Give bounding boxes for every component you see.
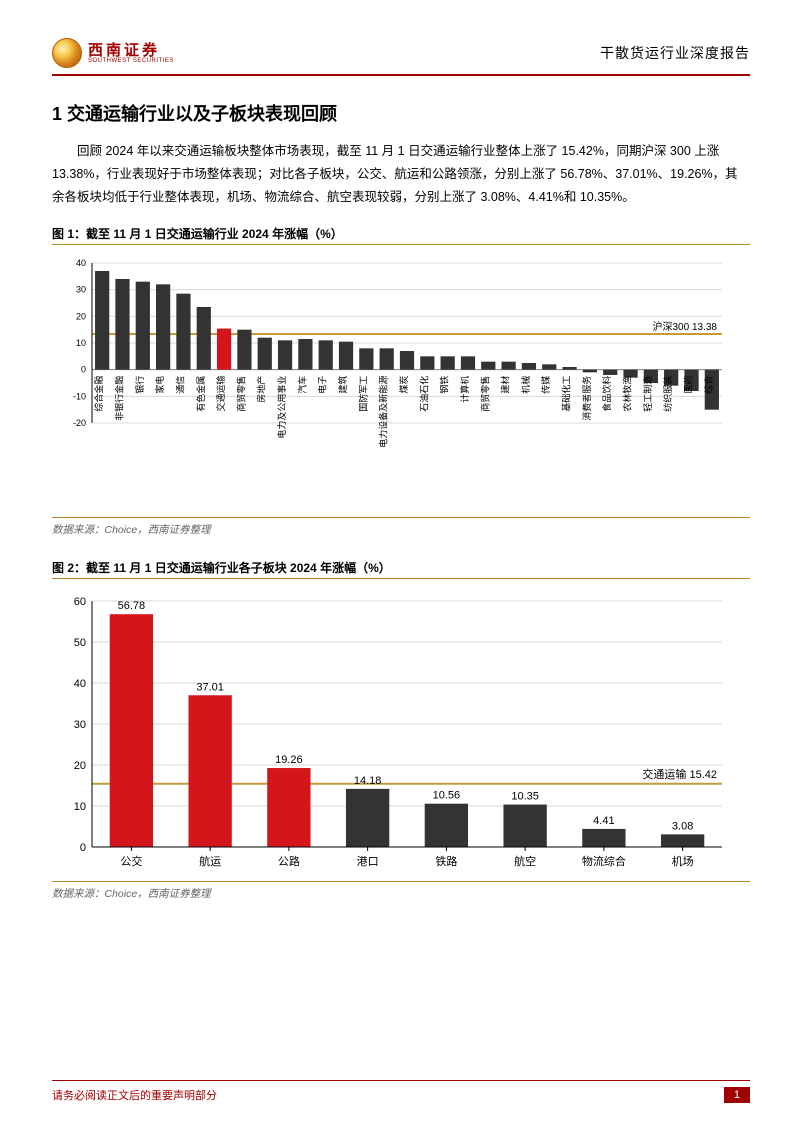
svg-text:综合金融: 综合金融: [93, 376, 104, 412]
svg-text:10.56: 10.56: [433, 790, 461, 802]
svg-text:19.26: 19.26: [275, 754, 303, 766]
svg-text:银行: 银行: [134, 376, 145, 394]
svg-text:计算机: 计算机: [459, 376, 470, 403]
svg-text:航空: 航空: [514, 854, 536, 868]
svg-text:食品饮料: 食品饮料: [601, 376, 612, 412]
chart2-svg: 0 10 20 30 40 50 60 交通运输 15.42 56.78 37.01 19.26 14…: [52, 587, 732, 877]
svg-text:沪深300 13.38: 沪深300 13.38: [653, 320, 718, 333]
svg-text:-10: -10: [73, 392, 86, 402]
svg-text:37.01: 37.01: [196, 682, 224, 694]
svg-text:建材: 建材: [500, 376, 511, 394]
svg-text:医药: 医药: [684, 376, 694, 394]
svg-text:基础化工: 基础化工: [561, 376, 572, 412]
svg-text:电力设备及新能源: 电力设备及新能源: [378, 376, 389, 448]
svg-text:有色金属: 有色金属: [195, 376, 206, 412]
svg-text:电力及公用事业: 电力及公用事业: [276, 376, 287, 439]
svg-text:铁路: 铁路: [435, 855, 457, 868]
report-type: 干散货运行业深度报告: [600, 43, 750, 63]
svg-text:50: 50: [74, 637, 86, 649]
svg-text:煤炭: 煤炭: [398, 376, 409, 394]
svg-text:汽车: 汽车: [296, 376, 307, 394]
svg-text:3.08: 3.08: [672, 821, 693, 833]
page-footer: 请务必阅读正文后的重要声明部分 1: [52, 1080, 750, 1103]
svg-text:60: 60: [74, 596, 86, 608]
page-number: 1: [724, 1087, 750, 1103]
svg-text:机场: 机场: [672, 854, 694, 868]
svg-text:纺织服装: 纺织服装: [662, 376, 673, 412]
chart2-source: 数据来源：Choice，西南证券整理: [52, 886, 750, 901]
svg-text:港口: 港口: [357, 855, 379, 868]
svg-text:电子: 电子: [317, 376, 328, 394]
svg-text:30: 30: [74, 719, 86, 731]
logo-icon: [52, 38, 82, 68]
svg-text:20: 20: [74, 760, 86, 772]
logo-cn: 西南证券: [88, 43, 174, 58]
svg-text:消费者服务: 消费者服务: [581, 376, 592, 421]
chart1-svg: -20 -10 0 10 20 30 40 沪深300 13.38 综合金融非银行金融银行家电通…: [52, 253, 732, 513]
svg-text:钢铁: 钢铁: [439, 376, 450, 394]
svg-text:航运: 航运: [199, 854, 221, 868]
chart2-container: 0 10 20 30 40 50 60 交通运输 15.42 56.78 37.01 19.26 14…: [52, 578, 750, 882]
svg-text:56.78: 56.78: [118, 601, 146, 613]
svg-text:国防军工: 国防军工: [357, 376, 368, 412]
svg-text:20: 20: [76, 312, 86, 322]
svg-text:-20: -20: [73, 418, 86, 428]
svg-text:传媒: 传媒: [540, 376, 551, 394]
page-header: 西南证券 SOUTHWEST SECURITIES 干散货运行业深度报告: [52, 38, 750, 76]
chart1-title: 图 1：截至 11 月 1 日交通运输行业 2024 年涨幅（%）: [52, 225, 750, 242]
svg-text:商贸零售: 商贸零售: [235, 376, 246, 412]
body-paragraph: 回顾 2024 年以来交通运输板块整体市场表现，截至 11 月 1 日交通运输行…: [52, 140, 750, 209]
svg-text:10.35: 10.35: [511, 791, 539, 803]
svg-text:公交: 公交: [120, 854, 142, 868]
logo: 西南证券 SOUTHWEST SECURITIES: [52, 38, 174, 68]
section-title: 1 交通运输行业以及子板块表现回顾: [52, 100, 750, 126]
svg-text:石油石化: 石油石化: [418, 376, 429, 412]
svg-text:农林牧渔: 农林牧渔: [622, 376, 633, 412]
svg-text:商贸零售: 商贸零售: [479, 376, 490, 412]
svg-text:机械: 机械: [520, 376, 531, 394]
svg-text:家电: 家电: [154, 376, 165, 394]
chart1-source: 数据来源：Choice，西南证券整理: [52, 522, 750, 537]
svg-text:30: 30: [76, 285, 86, 295]
chart1-container: -20 -10 0 10 20 30 40 沪深300 13.38 综合金融非银行金融银行家电通…: [52, 244, 750, 518]
chart2-title: 图 2：截至 11 月 1 日交通运输行业各子板块 2024 年涨幅（%）: [52, 559, 750, 576]
svg-text:房地产: 房地产: [256, 376, 267, 403]
logo-en: SOUTHWEST SECURITIES: [88, 58, 174, 64]
svg-text:0: 0: [80, 842, 86, 854]
svg-text:建筑: 建筑: [337, 376, 348, 394]
svg-text:40: 40: [74, 678, 86, 690]
svg-text:14.18: 14.18: [354, 775, 382, 787]
svg-text:40: 40: [76, 258, 86, 268]
svg-text:通信: 通信: [174, 376, 185, 394]
svg-text:交通运输 15.42: 交通运输 15.42: [642, 767, 717, 781]
svg-text:交通运输: 交通运输: [215, 376, 226, 412]
svg-text:轻工制造: 轻工制造: [642, 376, 653, 412]
svg-text:10: 10: [76, 338, 86, 348]
svg-text:物流综合: 物流综合: [582, 854, 626, 868]
svg-text:公路: 公路: [278, 855, 300, 868]
svg-text:综合: 综合: [703, 376, 714, 394]
svg-text:4.41: 4.41: [593, 815, 614, 827]
svg-text:0: 0: [81, 365, 86, 375]
svg-text:10: 10: [74, 801, 86, 813]
footer-disclaimer: 请务必阅读正文后的重要声明部分: [52, 1087, 217, 1103]
svg-text:非银行金融: 非银行金融: [113, 376, 124, 421]
